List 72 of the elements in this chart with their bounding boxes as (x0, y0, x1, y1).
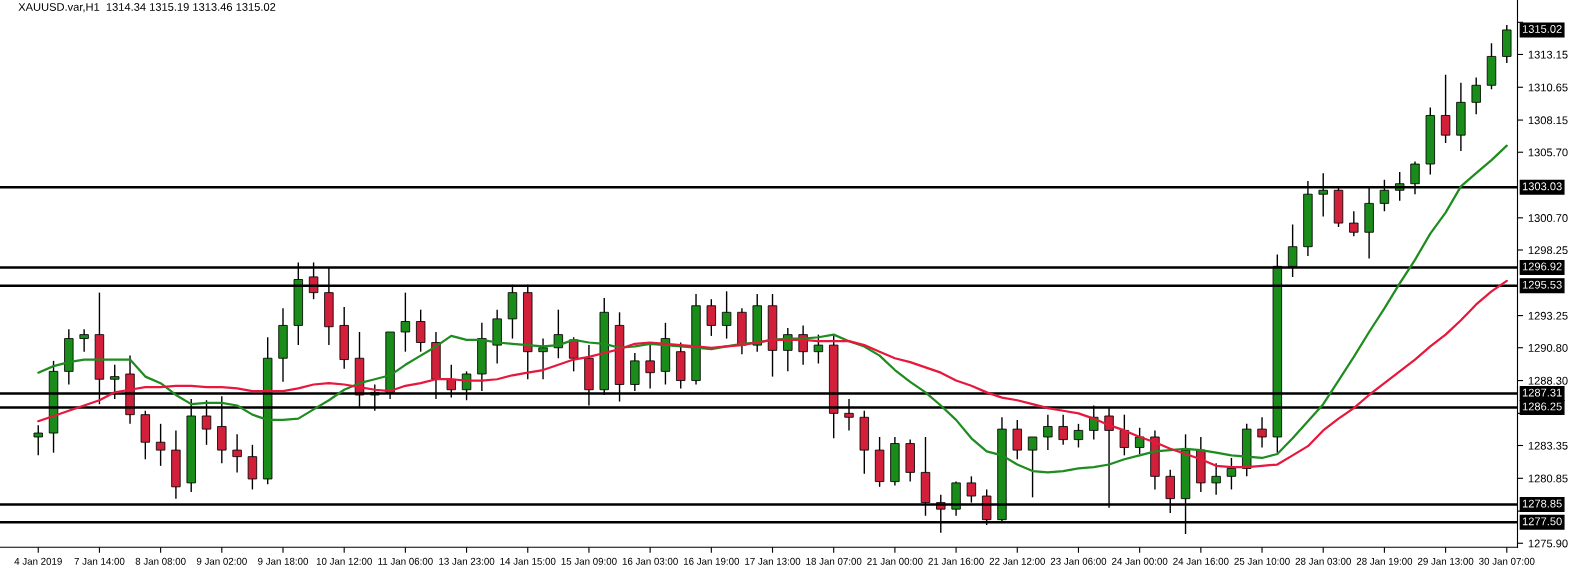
candlestick (1226, 457, 1237, 491)
y-tick-label: 1288.30 (1528, 376, 1568, 385)
candlestick (721, 290, 732, 340)
y-tick-label: 1283.35 (1528, 441, 1568, 450)
x-tick-label: 24 Jan 00:00 (1112, 557, 1168, 565)
x-tick-label: 21 Jan 16:00 (928, 557, 984, 565)
x-tick-label: 28 Jan 19:00 (1356, 557, 1413, 565)
x-tick-label: 17 Jan 13:00 (745, 557, 801, 565)
ref-line-label: 1286.25 (1522, 402, 1562, 411)
x-tick-label: 7 Jan 14:00 (74, 557, 125, 565)
x-tick-label: 25 Jan 10:00 (1234, 557, 1290, 565)
candlestick (538, 337, 548, 380)
x-tick-label: 9 Jan 02:00 (196, 557, 247, 565)
candlestick (813, 333, 824, 365)
candlestick (1012, 419, 1022, 460)
x-tick-label: 16 Jan 19:00 (683, 557, 740, 565)
x-tick-label: 8 Jan 08:00 (135, 557, 186, 565)
x-tick-label: 29 Jan 13:00 (1417, 557, 1474, 565)
x-tick-label: 28 Jan 03:00 (1295, 557, 1351, 565)
candlestick (232, 433, 242, 474)
candlestick (1211, 462, 1221, 496)
candlestick (33, 424, 43, 457)
x-tick-label: 23 Jan 06:00 (1050, 557, 1107, 565)
candlestick (1058, 413, 1068, 446)
candlestick (415, 308, 426, 353)
x-tick-label: 13 Jan 23:00 (439, 557, 495, 565)
y-tick-label: 1280.85 (1528, 474, 1568, 483)
x-tick-label: 18 Jan 07:00 (806, 557, 862, 565)
candlestick (1073, 423, 1084, 449)
candlestick (1471, 76, 1481, 115)
y-tick-label: 1310.65 (1528, 83, 1568, 92)
y-tick-label: 1293.25 (1528, 311, 1568, 320)
x-tick-label: 10 Jan 12:00 (316, 557, 372, 565)
y-tick-label: 1313.15 (1528, 50, 1568, 59)
x-tick-label: 4 Jan 2019 (14, 557, 62, 565)
candlestick (1119, 413, 1130, 457)
x-tick-label: 15 Jan 09:00 (561, 557, 617, 565)
candlestick (1257, 416, 1267, 449)
ref-line-label: 1287.31 (1522, 388, 1562, 397)
candlestick (706, 298, 717, 337)
candlestick (1349, 210, 1359, 237)
x-tick-label: 11 Jan 06:00 (378, 557, 433, 565)
ref-line-label: 1278.85 (1522, 499, 1562, 508)
x-tick-label: 22 Jan 12:00 (989, 557, 1046, 565)
ref-line-label: 1296.92 (1522, 262, 1562, 271)
candlestick (553, 308, 564, 359)
y-tick-label: 1300.70 (1528, 214, 1568, 222)
y-tick-label: 1305.70 (1528, 148, 1568, 157)
candlestick (645, 344, 655, 390)
candlestick (1440, 74, 1451, 144)
x-tick-label: 9 Jan 18:00 (258, 557, 309, 565)
x-tick-label: 30 Jan 07:00 (1479, 557, 1535, 565)
x-tick-label: 14 Jan 15:00 (500, 557, 556, 565)
candlestick (568, 336, 579, 373)
text: 1315.02 (1522, 25, 1562, 33)
ref-line-label: 1295.53 (1522, 280, 1562, 289)
ref-line-label: 1303.03 (1522, 182, 1562, 191)
candlestick (247, 444, 258, 491)
candlestick (79, 328, 89, 353)
candlestick (1134, 427, 1145, 455)
ref-line-label: 1277.50 (1522, 517, 1562, 526)
x-tick-label: 24 Jan 16:00 (1173, 557, 1229, 565)
x-tick-label: 21 Jan 00:00 (867, 557, 923, 565)
candlestick (155, 423, 166, 467)
candlestick (400, 291, 411, 353)
candlestick (1043, 413, 1053, 451)
y-tick-label: 1290.80 (1528, 344, 1568, 352)
y-tick-label: 1275.90 (1528, 539, 1568, 548)
y-tick-label: 1298.25 (1528, 246, 1568, 255)
y-tick-label: 1308.15 (1528, 116, 1568, 125)
chart-title: XAUUSD.var,H1 1314.34 1315.19 1313.46 1315.02 (18, 3, 276, 13)
x-tick-label: 16 Jan 03:00 (622, 557, 678, 565)
